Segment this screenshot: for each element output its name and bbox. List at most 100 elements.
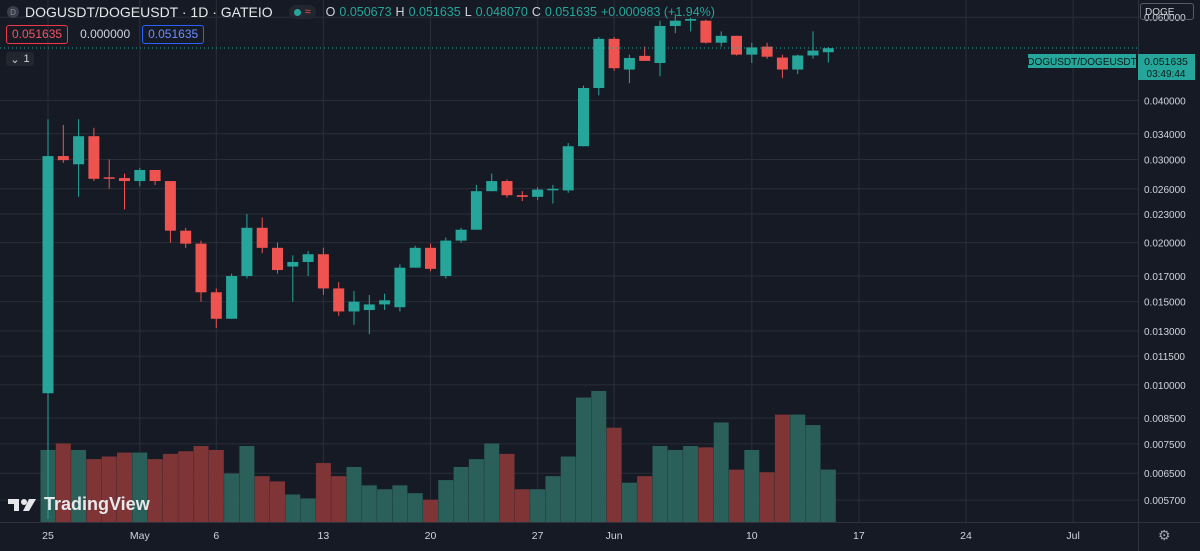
candle-body [578, 87, 589, 147]
ohlc-open-key: O [325, 5, 336, 19]
current-price-labels: DOGUSDT/DOGEUSDT 0.051635 03:49:44 [1027, 54, 1195, 80]
y-tick-label: 0.020000 [1144, 239, 1186, 250]
ohlc-close: 0.051635 [544, 5, 597, 19]
candle-body [287, 261, 299, 267]
volume-bar [468, 459, 484, 522]
y-tick-label: 0.007500 [1144, 440, 1186, 451]
y-tick-label: 0.015000 [1144, 298, 1186, 309]
volume-bar [71, 449, 87, 522]
candle-body [761, 46, 773, 57]
candle-body [73, 136, 85, 165]
buy-price-badge[interactable]: 0.051635 [142, 25, 205, 44]
volume-bar [514, 489, 530, 522]
volume-bar [484, 443, 500, 522]
market-status-pill[interactable]: ≈ [288, 5, 316, 19]
volume-bar [392, 485, 408, 522]
volume-bar [331, 476, 347, 522]
volume-bar [132, 452, 148, 522]
symbol-price-label [1028, 54, 1136, 68]
volume-bar [300, 498, 316, 522]
volume-bar [208, 449, 224, 522]
volume-bar [224, 473, 240, 522]
ohlc-low-key: L [464, 5, 472, 19]
sell-price-badge[interactable]: 0.051635 [6, 25, 69, 44]
volume-bar [86, 459, 102, 522]
volume-bar [270, 481, 285, 522]
x-tick-label: 27 [532, 530, 544, 542]
volume-bar [377, 489, 393, 522]
candle-body [685, 18, 697, 21]
price-tag-value: 0.051635 [1144, 56, 1188, 68]
tradingview-logo[interactable]: TradingView [8, 494, 150, 515]
volume-bar [407, 493, 423, 522]
volume-bar [790, 414, 806, 522]
x-tick-label: 20 [425, 530, 437, 542]
candle-body [639, 55, 651, 61]
volume-bar [683, 446, 699, 522]
volume-bar [361, 485, 377, 522]
volume-bar [774, 414, 790, 522]
candles [42, 13, 834, 519]
x-tick-label: Jun [606, 530, 623, 542]
x-tick-label: 13 [318, 530, 330, 542]
x-tick-label: 10 [746, 530, 758, 542]
candle-body [119, 178, 130, 182]
candle-body [807, 50, 819, 56]
candle-body [700, 20, 712, 43]
candle-body [302, 254, 314, 262]
y-tick-label: 0.005700 [1144, 496, 1186, 507]
x-tick-label: 17 [853, 530, 865, 542]
indicators-toggle-button[interactable]: ⌄ 1 [6, 52, 34, 66]
y-tick-label: 0.010000 [1144, 381, 1186, 392]
spread-value: 0.000000 [80, 27, 131, 41]
candle-body [470, 191, 482, 230]
x-tick-label: 24 [960, 530, 972, 542]
candle-body [317, 254, 329, 289]
volume-bar [55, 443, 71, 522]
candle-body [226, 275, 238, 319]
candle-body [149, 169, 161, 182]
volume-bar [101, 456, 117, 522]
ohlc-high-key: H [395, 5, 405, 19]
candle-body [608, 38, 620, 69]
candle-body [486, 181, 498, 192]
price-tag-countdown: 03:49:44 [1147, 69, 1186, 80]
volume-bar [560, 456, 576, 522]
volume-bar [438, 480, 454, 522]
candle-body [394, 267, 406, 308]
candle-body [180, 230, 192, 244]
x-tick-label: 25 [42, 530, 54, 542]
volume-bar [652, 446, 668, 522]
time-axis[interactable]: 25 May 6 13 20 27 Jun 10 17 24 Jul [42, 530, 1080, 542]
symbol-title[interactable]: DOGUSDT/DOGEUSDT · 1D · GATEIO [25, 4, 273, 20]
y-tick-label: 0.011500 [1144, 352, 1185, 363]
volume-bar [606, 427, 622, 522]
candle-body [516, 195, 528, 197]
x-tick-label: Jul [1066, 530, 1079, 542]
symbol-search-input[interactable]: DOGE [1140, 3, 1194, 20]
candle-body [440, 240, 452, 276]
y-tick-label: 0.008500 [1144, 414, 1186, 425]
candle-body [57, 156, 69, 161]
settings-gear-icon[interactable]: ⚙ [1158, 527, 1171, 543]
candle-body [654, 25, 666, 64]
candle-body [363, 304, 375, 311]
candle-body [348, 301, 360, 312]
symbol-price-label-text: DOGUSDT/DOGEUSDT [1027, 57, 1136, 68]
volume-bar [117, 452, 132, 522]
volume-bar [545, 476, 561, 522]
candle-body [547, 188, 559, 191]
candle-body [210, 292, 222, 319]
price-axis[interactable]: 0.060000 0.040000 0.034000 0.030000 0.026000… [1144, 13, 1186, 507]
candle-body [669, 20, 681, 26]
volume-bar [621, 482, 637, 522]
candle-body [822, 48, 834, 53]
y-tick-label: 0.026000 [1144, 185, 1186, 196]
candle-body [715, 35, 727, 43]
volume-bar [254, 476, 270, 522]
y-tick-label: 0.034000 [1144, 130, 1186, 141]
volume-bar [147, 459, 163, 522]
tradingview-logo-text: TradingView [44, 494, 150, 514]
volume-bar [820, 469, 836, 522]
